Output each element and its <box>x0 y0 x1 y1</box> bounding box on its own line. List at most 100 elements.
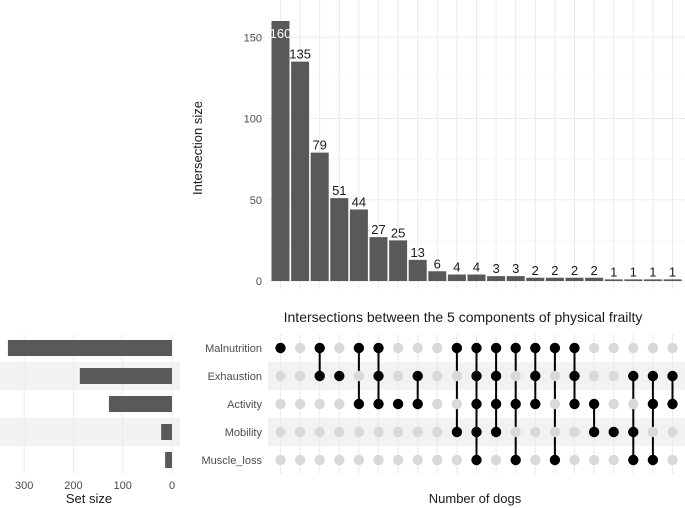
membership-dot-off <box>569 454 580 466</box>
membership-dot-off <box>628 398 639 410</box>
membership-dot-off <box>294 454 306 466</box>
bar-value-label: 4 <box>473 260 480 275</box>
membership-dot-on <box>334 370 345 382</box>
membership-dot-on <box>569 342 580 354</box>
membership-dot-off <box>608 454 619 466</box>
membership-dot-on <box>373 398 384 410</box>
membership-dot-on <box>490 398 502 410</box>
bar-value-label: 1 <box>649 264 656 279</box>
membership-dot-off <box>667 342 678 354</box>
membership-dot-off <box>294 370 306 382</box>
membership-dot-on <box>588 426 600 438</box>
bar-value-label: 79 <box>312 138 326 153</box>
intersection-bar <box>526 277 545 281</box>
membership-dot-on <box>628 426 639 438</box>
x-axis-title: Number of dogs <box>429 491 522 506</box>
membership-dot-off <box>530 454 541 466</box>
membership-dot-on <box>451 426 463 438</box>
bar-value-label: 3 <box>492 261 499 276</box>
membership-dot-off <box>392 342 404 354</box>
membership-dot-on <box>412 398 423 410</box>
membership-dot-off <box>549 398 561 410</box>
membership-dot-off <box>314 454 325 466</box>
membership-dot-off <box>412 342 423 354</box>
set-tick-label: 300 <box>15 480 33 492</box>
membership-dot-off <box>353 370 365 382</box>
membership-dot-off <box>275 398 286 410</box>
set-size-bar <box>79 368 172 384</box>
bar-value-label: 160 <box>270 26 292 41</box>
membership-dot-off <box>275 370 286 382</box>
membership-matrix <box>275 342 678 466</box>
membership-dot-on <box>373 342 384 354</box>
intersection-bar <box>310 152 329 281</box>
membership-dot-off <box>294 342 306 354</box>
bar-value-label: 25 <box>391 225 405 240</box>
membership-dot-on <box>471 454 482 466</box>
membership-dot-off <box>392 426 404 438</box>
membership-dot-on <box>373 370 384 382</box>
intersection-bar <box>643 279 662 281</box>
membership-dot-off <box>647 426 659 438</box>
membership-dot-off <box>412 454 423 466</box>
membership-dot-off <box>510 370 521 382</box>
membership-dot-off <box>451 398 463 410</box>
membership-dot-on <box>608 426 619 438</box>
membership-dot-off <box>549 426 561 438</box>
membership-dot-off <box>510 426 521 438</box>
y-tick-label: 150 <box>244 32 262 44</box>
membership-dot-on <box>490 342 502 354</box>
set-row-stripe <box>0 418 180 446</box>
membership-dot-off <box>373 454 384 466</box>
set-size-axis-title: Set size <box>66 491 112 506</box>
membership-dot-off <box>432 342 443 354</box>
membership-dot-off <box>451 370 463 382</box>
bar-value-label: 2 <box>571 263 578 278</box>
set-size-bars <box>7 340 173 468</box>
bar-value-label: 2 <box>532 263 539 278</box>
intersection-bar <box>330 198 349 281</box>
membership-dot-on <box>647 398 659 410</box>
intersection-bars <box>271 21 682 281</box>
membership-dot-off <box>334 454 345 466</box>
membership-dot-on <box>451 342 463 354</box>
membership-dot-on <box>628 370 639 382</box>
membership-dot-off <box>314 426 325 438</box>
membership-dot-off <box>294 398 306 410</box>
membership-dot-off <box>628 342 639 354</box>
membership-dot-off <box>432 398 443 410</box>
set-size-bar <box>161 424 172 440</box>
membership-dot-off <box>667 426 678 438</box>
intersection-bar <box>389 240 408 281</box>
intersection-bar <box>604 279 623 281</box>
membership-dot-on <box>510 398 521 410</box>
intersection-bar <box>447 274 466 281</box>
membership-dot-off <box>432 426 443 438</box>
membership-dot-on <box>667 398 678 410</box>
bar-value-label: 2 <box>551 263 558 278</box>
intersection-bar <box>585 277 604 281</box>
y-tick-label: 50 <box>250 195 262 207</box>
bar-value-label: 1 <box>610 264 617 279</box>
membership-dot-off <box>353 426 365 438</box>
bar-value-label: 6 <box>434 256 441 271</box>
membership-dot-on <box>628 454 639 466</box>
membership-dot-off <box>608 398 619 410</box>
set-size-bar <box>7 340 173 356</box>
intersection-bar <box>291 61 310 281</box>
intersection-bar <box>624 279 643 281</box>
bar-value-label: 4 <box>453 260 460 275</box>
y-tick-label: 0 <box>256 276 262 288</box>
membership-dot-on <box>510 342 521 354</box>
membership-dot-on <box>471 426 482 438</box>
membership-dot-on <box>530 370 541 382</box>
intersection-bar <box>545 277 564 281</box>
set-tick-label: 100 <box>114 480 132 492</box>
membership-dot-on <box>490 370 502 382</box>
intersection-bar <box>663 279 682 281</box>
membership-dot-on <box>275 342 286 354</box>
membership-dot-on <box>314 370 325 382</box>
y-axis-title: Intersection size <box>190 101 205 195</box>
membership-dot-off <box>667 454 678 466</box>
